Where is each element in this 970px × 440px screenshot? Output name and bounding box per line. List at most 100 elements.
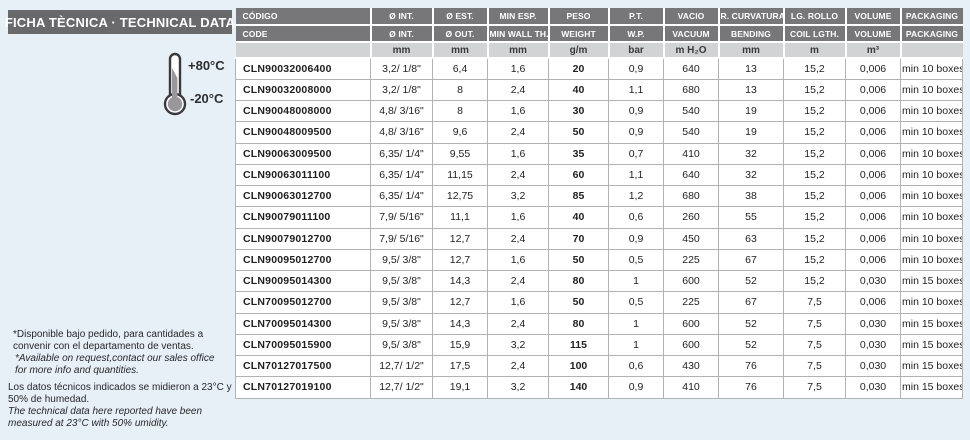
cell-coil-length: 15,2 — [783, 99, 846, 123]
cell-diameter-out: 9,55 — [432, 142, 488, 165]
cell-vacuum: 680 — [663, 78, 719, 102]
cell-coil-length: 7,5 — [783, 291, 846, 314]
page-title: FICHA TÈCNICA · TECHNICAL DATA — [5, 10, 235, 34]
note-availability-en: *Available on request,contact our sales … — [15, 353, 215, 376]
cell-bending-radius: 38 — [718, 184, 784, 208]
header-cell-coil-length: LG. ROLLO — [782, 8, 846, 26]
unit-cell-working-pressure: bar — [607, 42, 664, 59]
cell-volume: 0,030 — [845, 376, 901, 399]
table-row: CLN90079012700 7,9/ 5/16" 12,7 2,4 70 0,9 450 6… — [235, 227, 963, 250]
table-row: CLN90095014300 9,5/ 3/8" 14,3 2,4 80 1 600 52 15… — [235, 269, 963, 293]
cell-coil-length: 7,5 — [783, 354, 846, 378]
table-row: CLN70095015900 9,5/ 3/8" 15,9 3,2 115 1 600 52 7… — [235, 333, 963, 357]
cell-diameter-out: 17,5 — [432, 354, 488, 378]
cell-volume: 0,006 — [845, 78, 901, 102]
unit-cell-volume: m³ — [844, 42, 901, 59]
cell-bending-radius: 19 — [718, 121, 784, 144]
cell-vacuum: 680 — [663, 184, 719, 208]
cell-diameter-int: 9,5/ 3/8" — [370, 291, 433, 314]
cell-bending-radius: 67 — [718, 248, 784, 272]
header-cell-volume: VOLUME — [844, 8, 901, 26]
cell-diameter-int: 4,8/ 3/16" — [370, 121, 433, 144]
cell-min-wall-th: 2,4 — [487, 227, 549, 250]
cell-code: CLN70095014300 — [235, 312, 371, 335]
cell-vacuum: 600 — [663, 269, 719, 293]
cell-diameter-out: 14,3 — [432, 269, 488, 293]
cell-packaging: min 10 boxes — [900, 121, 963, 144]
cell-coil-length: 15,2 — [783, 121, 846, 144]
cell-coil-length: 15,2 — [783, 227, 846, 250]
header-cell-min-wall-th: MIN ESP. — [486, 8, 549, 26]
cell-bending-radius: 76 — [718, 354, 784, 378]
cell-min-wall-th: 3,2 — [487, 376, 549, 399]
header-cell-volume: VOLUME — [844, 25, 901, 43]
units-row: mm mm mm g/m bar m H₂O mm m m³ — [235, 42, 963, 59]
header-cell-vacuum: VACUUM — [662, 25, 719, 43]
cell-min-wall-th: 1,6 — [487, 291, 549, 314]
unit-cell-min-wall-th: mm — [486, 42, 549, 59]
cell-volume: 0,006 — [845, 248, 901, 272]
cell-coil-length: 15,2 — [783, 142, 846, 165]
cell-volume: 0,006 — [845, 291, 901, 314]
cell-weight: 115 — [548, 333, 609, 357]
unit-cell-coil-length: m — [782, 42, 846, 59]
cell-diameter-out: 14,3 — [432, 312, 488, 335]
cell-packaging: min 10 boxes — [900, 78, 963, 102]
cell-vacuum: 600 — [663, 312, 719, 335]
cell-weight: 50 — [548, 291, 609, 314]
cell-code: CLN90063009500 — [235, 142, 371, 165]
temp-max-label: +80°C — [188, 58, 225, 73]
cell-volume: 0,006 — [845, 227, 901, 250]
cell-min-wall-th: 1,6 — [487, 57, 549, 80]
table-row: CLN70127019100 12,7/ 1/2" 19,1 3,2 140 0,9 410… — [235, 376, 963, 399]
table-body: CLN90032006400 3,2/ 1/8" 6,4 1,6 20 0,9 640 13 1… — [235, 57, 963, 399]
cell-volume: 0,006 — [845, 142, 901, 165]
cell-packaging: min 10 boxes — [900, 227, 963, 250]
cell-weight: 140 — [548, 376, 609, 399]
table-row: CLN70095012700 9,5/ 3/8" 12,7 1,6 50 0,5 225 67… — [235, 291, 963, 314]
cell-diameter-out: 12,7 — [432, 227, 488, 250]
cell-code: CLN70095012700 — [235, 291, 371, 314]
cell-packaging: min 10 boxes — [900, 248, 963, 272]
thermometer-icon — [163, 52, 187, 116]
cell-diameter-out: 8 — [432, 99, 488, 123]
header-row-en: CODE Ø INT. Ø OUT. MIN WALL TH. WEIGHT W.P. VA… — [235, 25, 963, 43]
cell-diameter-int: 12,7/ 1/2" — [370, 376, 433, 399]
cell-min-wall-th: 1,6 — [487, 248, 549, 272]
cell-vacuum: 640 — [663, 163, 719, 187]
cell-vacuum: 600 — [663, 333, 719, 357]
cell-working-pressure: 1,1 — [608, 163, 664, 187]
cell-packaging: min 15 boxes — [900, 376, 963, 399]
cell-weight: 50 — [548, 248, 609, 272]
cell-min-wall-th: 1,6 — [487, 142, 549, 165]
cell-vacuum: 450 — [663, 227, 719, 250]
cell-bending-radius: 52 — [718, 312, 784, 335]
cell-working-pressure: 0,9 — [608, 376, 664, 399]
cell-diameter-out: 8 — [432, 78, 488, 102]
cell-diameter-out: 12,75 — [432, 184, 488, 208]
cell-code: CLN90095014300 — [235, 269, 371, 293]
cell-coil-length: 15,2 — [783, 184, 846, 208]
note-availability-es: *Disponible bajo pedido, para cantidades… — [13, 329, 204, 352]
cell-vacuum: 410 — [663, 376, 719, 399]
technical-data-table: CÓDIGO Ø INT. Ø EST. MIN ESP. PESO P.T. VACIO R… — [235, 8, 963, 399]
cell-weight: 20 — [548, 57, 609, 80]
cell-weight: 35 — [548, 142, 609, 165]
cell-code: CLN70127019100 — [235, 376, 371, 399]
header-cell-weight: PESO — [547, 8, 609, 26]
header-cell-code: CODE — [235, 25, 371, 43]
header-cell-packaging: PACKAGING — [899, 8, 963, 26]
cell-diameter-int: 6,35/ 1/4" — [370, 163, 433, 187]
cell-coil-length: 15,2 — [783, 78, 846, 102]
cell-diameter-int: 7,9/ 5/16" — [370, 227, 433, 250]
cell-min-wall-th: 1,6 — [487, 99, 549, 123]
cell-code: CLN70127017500 — [235, 354, 371, 378]
note-measurement-es: Los datos técnicos indicados se midieron… — [8, 382, 232, 405]
cell-vacuum: 225 — [663, 291, 719, 314]
cell-diameter-int: 4,8/ 3/16" — [370, 99, 433, 123]
cell-diameter-int: 9,5/ 3/8" — [370, 248, 433, 272]
cell-working-pressure: 1 — [608, 269, 664, 293]
unit-cell-bending-radius: mm — [717, 42, 784, 59]
cell-working-pressure: 0,5 — [608, 248, 664, 272]
table-row: CLN90048009500 4,8/ 3/16" 9,6 2,4 50 0,9 540 19… — [235, 121, 963, 144]
